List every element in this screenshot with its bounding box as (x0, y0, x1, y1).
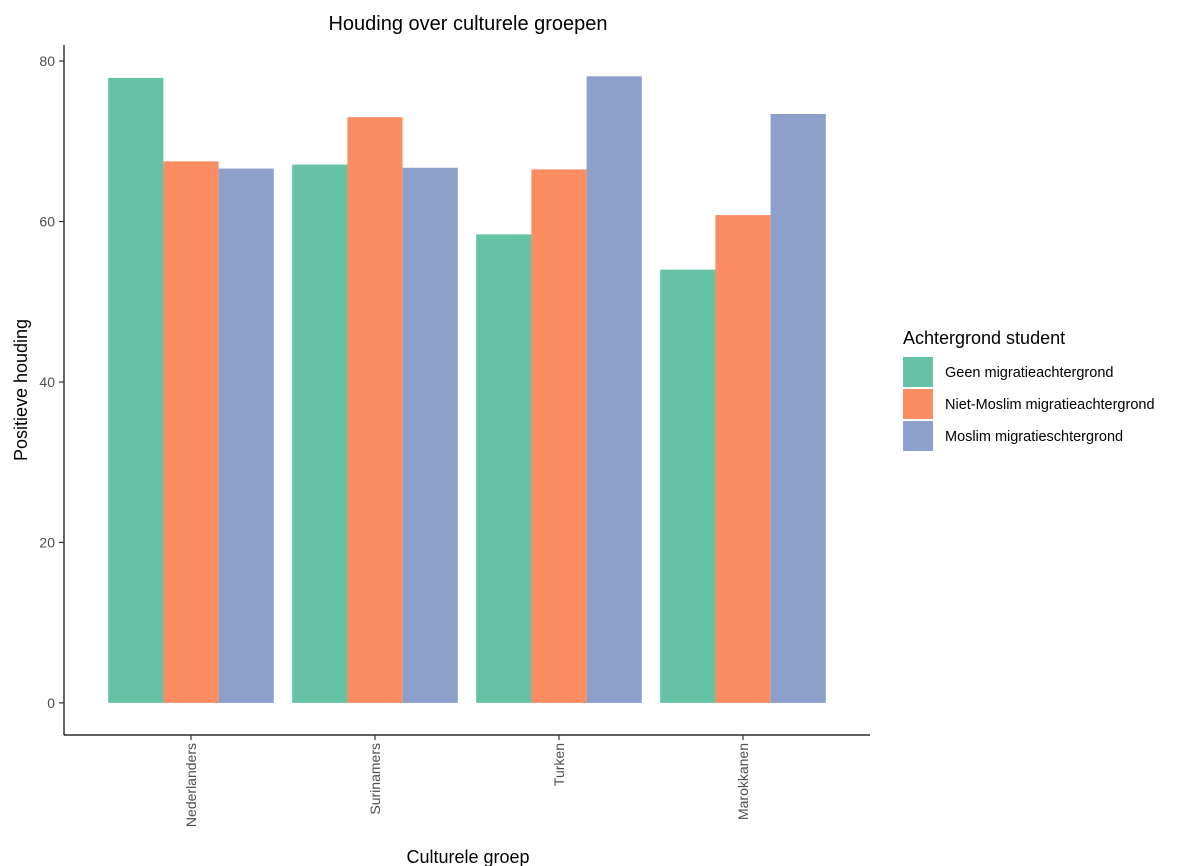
x-tick-label: Surinamers (367, 743, 383, 815)
bar (531, 169, 587, 703)
legend-key (903, 357, 933, 387)
bar (163, 161, 219, 703)
x-tick-label: Marokkanen (735, 743, 751, 820)
chart-title: Houding over culturele groepen (328, 13, 607, 35)
bar (218, 168, 274, 703)
legend-key (903, 421, 933, 451)
y-axis-title: Positieve houding (11, 319, 31, 461)
x-tick-label: Turken (551, 743, 567, 786)
y-tick-label: 40 (39, 374, 55, 390)
bar (292, 164, 348, 703)
x-ticks-group: Nederlanders Surinamers Turken Marokkanen (183, 735, 751, 827)
legend-key (903, 389, 933, 419)
bar (660, 269, 716, 703)
legend-label: Geen migratieachtergrond (945, 365, 1113, 381)
x-tick-label: Nederlanders (183, 743, 199, 827)
bar (715, 215, 771, 703)
x-axis-title: Culturele groep (406, 847, 529, 866)
legend-title: Achtergrond student (903, 328, 1065, 348)
y-tick-label: 60 (39, 214, 55, 230)
legend-label: Moslim migratieschtergrond (945, 429, 1123, 445)
bar (402, 167, 458, 703)
y-tick-label: 80 (39, 53, 55, 69)
bar (108, 77, 164, 703)
y-tick-label: 20 (39, 534, 55, 550)
legend-label: Niet-Moslim migratieachtergrond (945, 397, 1155, 413)
bar (770, 114, 826, 703)
y-ticks-group: 0 20 40 60 80 (39, 53, 64, 711)
bars-group (108, 76, 826, 703)
bar (347, 117, 403, 703)
bar (476, 234, 532, 703)
legend: Achtergrond student Geen migratieachterg… (903, 328, 1155, 451)
y-tick-label: 0 (47, 695, 55, 711)
bar (586, 76, 642, 703)
